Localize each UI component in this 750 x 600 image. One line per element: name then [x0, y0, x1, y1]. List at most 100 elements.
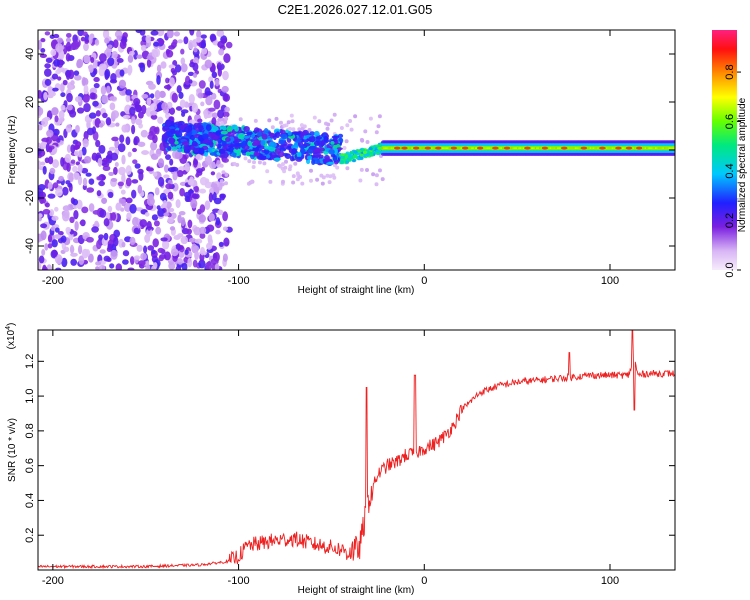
- heatmap-cell: [178, 91, 184, 99]
- spectrogram-x-label: Height of straight line (km): [298, 285, 415, 296]
- heatmap-cell: [293, 161, 298, 166]
- heatmap-cell: [62, 186, 69, 196]
- heatmap-cell: [150, 30, 159, 36]
- heatmap-cell: [131, 116, 136, 125]
- heatmap-cell: [338, 137, 343, 142]
- heatmap-cell: [286, 120, 291, 125]
- heatmap-cell: [110, 152, 119, 161]
- heatmap-cell: [322, 158, 330, 163]
- heatmap-cell: [141, 150, 150, 156]
- spectrogram-xtick-label: -200: [42, 275, 64, 287]
- heatmap-cell: [54, 206, 59, 212]
- heatmap-cell: [197, 92, 204, 99]
- heatmap-cell: [347, 154, 352, 158]
- heatmap-cell: [309, 178, 313, 183]
- heatmap-cell: [264, 145, 271, 150]
- heatmap-cell: [340, 160, 344, 164]
- heatmap-cell: [74, 220, 79, 231]
- heatmap-cell: [223, 53, 231, 64]
- heatmap-cell: [113, 229, 121, 238]
- heatmap-cell: [67, 183, 73, 188]
- heatmap-cell: [66, 162, 71, 172]
- heatmap-cell: [302, 142, 311, 147]
- heatmap-cell: [222, 111, 230, 118]
- heatmap-cell: [193, 226, 202, 236]
- heatmap-cell: [47, 193, 56, 199]
- heatmap-cell: [62, 79, 68, 86]
- heatmap-cell: [98, 63, 107, 70]
- heatmap-cell: [78, 149, 83, 158]
- heatmap-cell: [243, 135, 250, 139]
- heatmap-cell: [282, 169, 287, 174]
- heatmap-cell: [178, 251, 185, 258]
- heatmap-cell: [348, 119, 353, 123]
- heatmap-cell: [129, 203, 137, 214]
- heatmap-cell: [58, 110, 65, 120]
- heatmap-cell: [149, 103, 158, 111]
- heatmap-cell: [158, 39, 165, 44]
- heatmap-cell: [191, 193, 200, 200]
- heatmap-cell: [253, 139, 260, 146]
- heatmap-cell: [200, 41, 207, 49]
- heatmap-cell: [353, 150, 358, 154]
- heatmap-cell: [72, 172, 80, 181]
- heatmap-cell: [199, 188, 207, 194]
- heatmap-cell: [580, 146, 588, 150]
- heatmap-cell: [107, 44, 113, 49]
- heatmap-cell: [318, 154, 324, 159]
- heatmap-cell: [40, 230, 47, 241]
- heatmap-cell: [103, 218, 110, 227]
- heatmap-cell: [195, 173, 200, 178]
- heatmap-cell: [319, 147, 326, 152]
- heatmap-cell: [47, 234, 53, 243]
- heatmap-cell: [114, 139, 120, 149]
- heatmap-cell: [116, 35, 122, 41]
- heatmap-cell: [129, 256, 135, 265]
- heatmap-cell: [214, 263, 220, 270]
- heatmap-cell: [326, 161, 335, 165]
- heatmap-cell: [163, 174, 170, 179]
- heatmap-cell: [345, 160, 350, 164]
- heatmap-cell: [193, 47, 198, 53]
- heatmap-cell: [210, 171, 216, 176]
- heatmap-cell: [331, 135, 340, 139]
- heatmap-cell: [261, 133, 268, 140]
- heatmap-cell: [40, 223, 48, 229]
- heatmap-cell: [162, 134, 168, 142]
- heatmap-cell: [181, 262, 188, 270]
- heatmap-cell: [96, 176, 103, 181]
- heatmap-cell: [256, 131, 262, 137]
- heatmap-cell: [216, 62, 222, 71]
- heatmap-cell: [146, 55, 155, 60]
- heatmap-cell: [672, 149, 675, 153]
- heatmap-cell: [38, 106, 44, 116]
- heatmap-cell: [86, 187, 95, 193]
- spectrogram-xtick-label: 0: [421, 275, 427, 287]
- heatmap-cell: [362, 150, 367, 154]
- heatmap-cell: [65, 53, 71, 62]
- heatmap-cell: [218, 241, 224, 248]
- heatmap-cell: [64, 153, 72, 163]
- heatmap-cell: [359, 156, 364, 160]
- heatmap-cell: [357, 149, 362, 153]
- heatmap-cell: [243, 156, 248, 161]
- heatmap-cell: [187, 189, 195, 194]
- heatmap-cell: [121, 173, 126, 184]
- heatmap-cell: [281, 179, 285, 184]
- heatmap-cell: [181, 111, 186, 117]
- heatmap-cell: [359, 153, 364, 157]
- heatmap-cell: [377, 144, 382, 148]
- heatmap-cell: [136, 244, 143, 252]
- heatmap-cell: [69, 109, 77, 118]
- heatmap-cell: [202, 133, 209, 140]
- heatmap-cell: [98, 234, 105, 240]
- heatmap-cell: [191, 102, 199, 113]
- heatmap-cell: [192, 72, 198, 78]
- heatmap-cell: [177, 233, 184, 238]
- heatmap-cell: [49, 34, 55, 39]
- heatmap-cell: [211, 112, 218, 119]
- heatmap-cell: [195, 153, 204, 161]
- heatmap-cell: [291, 127, 296, 132]
- heatmap-cell: [59, 82, 65, 93]
- heatmap-cell: [374, 182, 379, 187]
